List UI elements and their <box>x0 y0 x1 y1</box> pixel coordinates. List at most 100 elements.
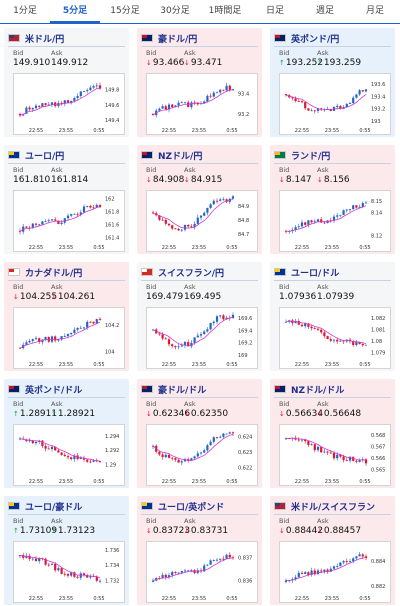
candle-body <box>352 456 355 461</box>
currency-card[interactable]: 米ドル/スイスフラン Bid Ask ↓0.88442 ↓0.88457 0.884 0.8… <box>270 496 395 605</box>
y-tick-label: 104 <box>105 349 115 355</box>
x-tick-label: 23:55 <box>192 596 206 602</box>
candle-body <box>294 577 297 580</box>
tab-timeframe[interactable]: 日足 <box>265 6 284 16</box>
currency-pair-name[interactable]: 米ドル/円 <box>25 34 65 45</box>
currency-pair-name[interactable]: ユーロ/英ポンド <box>158 502 225 513</box>
currency-card[interactable]: 米ドル/円 Bid Ask 149.910 149.912 149.8 149.6 149.4… <box>4 28 129 137</box>
currency-card[interactable]: カナダドル/円 Bid Ask ↓104.255 ↓104.261 104.2 104 22:… <box>4 262 129 371</box>
currency-card[interactable]: NZドル/ドル Bid Ask ↓0.56634 ↓0.56648 0.568 0.567 0… <box>270 379 395 488</box>
bid-label: Bid <box>13 400 24 408</box>
ask-price: ↑1.28921 <box>51 409 95 419</box>
currency-card[interactable]: 豪ドル/ドル Bid Ask ↓0.62346 ↓0.62350 0.624 0.623 0.… <box>137 379 262 488</box>
currency-pair-name[interactable]: スイスフラン/円 <box>158 268 225 279</box>
candle-body <box>60 336 63 340</box>
currency-card[interactable]: ランド/円 Bid Ask ↓8.147 ↓8.156 8.15 8.14 8.12 22:55… <box>270 145 395 254</box>
mini-chart[interactable]: 93.4 93.2 22:55 23:55 0:55 <box>146 73 258 135</box>
currency-card[interactable]: 英ポンド/ドル Bid Ask ↑1.28911 ↑1.28921 1.294 1.292 1… <box>4 379 129 488</box>
bid-price-value: 84.908 <box>152 175 185 185</box>
candle-body <box>38 558 41 562</box>
tab-timeframe[interactable]: 1分足 <box>13 6 37 16</box>
mini-chart[interactable]: 162 161.8 161.6 161.4 22:55 23:55 0:55 <box>13 190 125 252</box>
mini-chart[interactable]: 8.15 8.14 8.12 22:55 23:55 0:55 <box>279 190 391 252</box>
candle-body <box>86 205 89 207</box>
tab-timeframe[interactable]: 30分足 <box>160 6 190 16</box>
candle-body <box>348 456 352 461</box>
currency-card[interactable]: ユーロ/豪ドル Bid Ask ↑1.73109 ↑1.73123 1.736 1.734 1… <box>4 496 129 605</box>
currency-pair-name[interactable]: 豪ドル/ドル <box>158 385 207 396</box>
tab-timeframe[interactable]: 15分足 <box>110 6 140 16</box>
currency-card[interactable]: スイスフラン/円 Bid Ask 169.479 169.495 169.6 169.4 16… <box>137 262 262 371</box>
country-flag-icon <box>8 151 20 159</box>
currency-pair-name[interactable]: ユーロ/円 <box>25 151 65 162</box>
mini-chart[interactable]: 0.837 0.836 22:55 23:55 0:55 <box>146 541 258 603</box>
candlestick-chart: 162 161.8 161.6 161.4 22:55 23:55 0:55 <box>18 196 119 251</box>
mini-chart[interactable]: 193.6 193.4 193.2 193 22:55 23:55 0:55 <box>279 73 391 135</box>
candle-body <box>361 90 364 92</box>
tab-timeframe[interactable]: 週足 <box>315 6 334 16</box>
currency-pair-name[interactable]: 英ポンド/円 <box>291 34 340 45</box>
mini-chart[interactable]: 104.2 104 22:55 23:55 0:55 <box>13 307 125 369</box>
candle-body <box>193 456 196 459</box>
candlestick-chart: 169.6 169.4 169.2 169 22:55 23:55 0:55 <box>151 312 252 368</box>
mini-chart[interactable]: 0.568 0.567 0.566 0.565 22:55 23:55 0:55 <box>279 424 391 486</box>
candle-body <box>57 339 60 341</box>
divider <box>8 163 125 164</box>
x-tick-label: 22:55 <box>162 128 176 134</box>
currency-card[interactable]: 英ポンド/円 Bid Ask ↑193.252 ↑193.259 193.6 193.4 19… <box>270 28 395 137</box>
candle-body <box>98 580 102 582</box>
currency-card[interactable]: ユーロ/円 Bid Ask 161.810 161.814 162 161.8 161.6 16… <box>4 145 129 254</box>
mini-chart[interactable]: 0.624 0.623 0.622 22:55 23:55 0:55 <box>146 424 258 486</box>
candle-body <box>355 460 358 462</box>
bid-label: Bid <box>146 49 157 57</box>
ask-price-value: 93.471 <box>190 58 223 68</box>
mini-chart[interactable]: 1.294 1.292 1.29 22:55 23:55 0:55 <box>13 424 125 486</box>
currency-pair-name[interactable]: カナダドル/円 <box>25 268 83 279</box>
candle-body <box>329 452 332 454</box>
candle-body <box>187 570 190 572</box>
currency-pair-name[interactable]: NZドル/ドル <box>291 385 345 396</box>
currency-card[interactable]: 豪ドル/円 Bid Ask ↓93.466 ↓93.471 93.4 93.2 22:55 23… <box>137 28 262 137</box>
candle-body <box>34 105 38 109</box>
candle-body <box>70 572 73 576</box>
currency-pair-name[interactable]: 豪ドル/円 <box>158 34 198 45</box>
candle-body <box>323 451 326 453</box>
currency-pair-name[interactable]: ユーロ/豪ドル <box>25 502 83 513</box>
candle-body <box>307 323 310 327</box>
candle-body <box>79 457 82 459</box>
currency-card[interactable]: ユーロ/英ポンド Bid Ask ↓0.83723 ↓0.83731 0.837 0.836… <box>137 496 262 605</box>
mini-chart[interactable]: 1.082 1.081 1.08 1.079 22:55 23:55 0:55 <box>279 307 391 369</box>
tab-timeframe[interactable]: 月足 <box>365 6 384 16</box>
currency-pair-name[interactable]: NZドル/円 <box>158 151 203 162</box>
bid-price: ↓104.255 <box>13 292 57 302</box>
y-tick-label: 1.736 <box>105 548 119 554</box>
arrow-down-icon: ↓ <box>146 59 152 67</box>
mini-chart[interactable]: 84.9 84.8 84.7 22:55 23:55 0:55 <box>146 190 258 252</box>
ask-price-value: 8.156 <box>323 175 350 185</box>
currency-pair-name[interactable]: 英ポンド/ドル <box>25 385 83 396</box>
currency-card[interactable]: ユーロ/ドル Bid Ask 1.07936 1.07939 1.082 1.081 1.08… <box>270 262 395 371</box>
tab-timeframe[interactable]: 1時間足 <box>208 6 242 16</box>
candle-body <box>18 555 22 557</box>
mini-chart[interactable]: 1.736 1.734 1.732 22:55 23:55 0:55 <box>13 541 125 603</box>
country-flag-icon <box>141 34 153 42</box>
currency-pair-name[interactable]: ランド/円 <box>291 151 331 162</box>
candlestick-chart: 193.6 193.4 193.2 193 22:55 23:55 0:55 <box>284 82 385 134</box>
bid-price-value: 193.252 <box>285 58 324 68</box>
candle-body <box>316 108 320 111</box>
y-tick-label: 0.623 <box>238 450 252 456</box>
x-tick-label: 0:55 <box>93 596 104 602</box>
mini-chart[interactable]: 0.884 0.882 22:55 23:55 0:55 <box>279 541 391 603</box>
currency-card[interactable]: NZドル/円 Bid Ask ↓84.908 ↓84.915 84.9 84.8 84.7 22… <box>137 145 262 254</box>
tab-timeframe[interactable]: 5分足 <box>50 0 100 23</box>
currency-pair-name[interactable]: 米ドル/スイスフラン <box>291 502 376 513</box>
candle-body <box>352 341 355 346</box>
mini-chart[interactable]: 169.6 169.4 169.2 169 22:55 23:55 0:55 <box>146 307 258 369</box>
mini-chart[interactable]: 149.8 149.6 149.4 22:55 23:55 0:55 <box>13 73 125 135</box>
candle-body <box>174 571 177 573</box>
candle-body <box>92 207 95 209</box>
candle-body <box>284 580 288 582</box>
candle-body <box>28 107 31 110</box>
currency-pair-name[interactable]: ユーロ/ドル <box>291 268 340 279</box>
candle-body <box>209 560 212 565</box>
